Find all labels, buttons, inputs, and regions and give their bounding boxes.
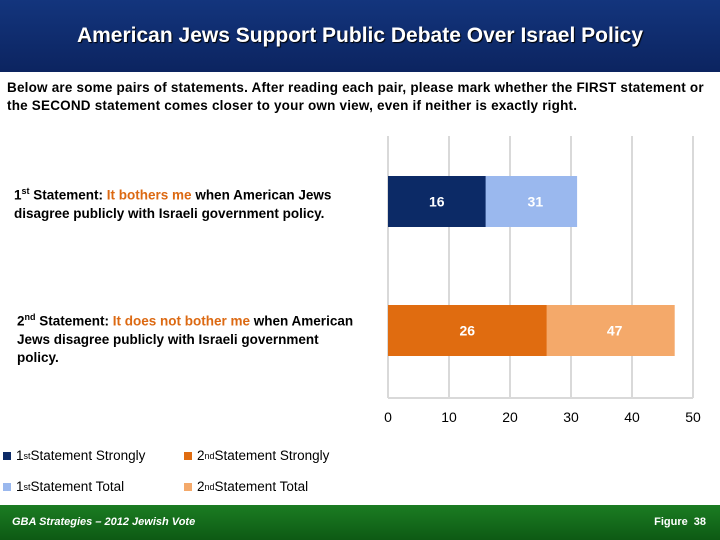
legend-sup: st bbox=[23, 481, 31, 492]
x-tick-label: 50 bbox=[685, 409, 701, 425]
x-tick-label: 40 bbox=[624, 409, 640, 425]
x-tick-label: 30 bbox=[563, 409, 579, 425]
legend-label: Statement Total bbox=[214, 479, 309, 494]
figure-number: Figure 38 bbox=[654, 516, 706, 528]
legend-label: Statement Total bbox=[30, 479, 125, 494]
legend-num: 1 bbox=[16, 479, 24, 494]
legend-swatch bbox=[3, 451, 11, 460]
legend-swatch bbox=[184, 451, 192, 460]
intro-text: Below are some pairs of statements. Afte… bbox=[7, 80, 704, 113]
statement-2-ordinal: 2 bbox=[17, 313, 25, 329]
statement-1-highlight: It bothers me bbox=[106, 187, 192, 203]
legend-sup: nd bbox=[204, 450, 215, 461]
statement-1-ordinal-suffix: st bbox=[21, 186, 30, 196]
x-tick-label: 20 bbox=[502, 409, 518, 425]
legend-sup: nd bbox=[204, 481, 215, 492]
bar-strong bbox=[388, 305, 547, 356]
statement-1-rest: when American Jews disagree publicly wit… bbox=[14, 187, 332, 221]
legend-label: Statement Strongly bbox=[30, 448, 146, 463]
figure-label: Figure bbox=[654, 516, 688, 528]
legend-label: Statement Strongly bbox=[214, 448, 330, 463]
legend-sup: st bbox=[23, 450, 31, 461]
statement-2-ordinal-suffix: nd bbox=[24, 312, 36, 322]
bar-label-strong: 26 bbox=[460, 323, 476, 339]
footer-bar: GBA Strategies – 2012 Jewish Vote Figure… bbox=[0, 505, 720, 540]
legend-num: 1 bbox=[16, 448, 24, 463]
legend-num: 2 bbox=[197, 479, 205, 494]
statement-1: 1st Statement: It bothers me when Americ… bbox=[14, 182, 354, 223]
title-bar: American Jews Support Public Debate Over… bbox=[0, 0, 720, 72]
statement-2-highlight: It does not bother me bbox=[112, 313, 251, 329]
figure-num: 38 bbox=[693, 516, 706, 528]
bar-label-total: 31 bbox=[528, 194, 544, 210]
bar-label-strong: 16 bbox=[429, 194, 445, 210]
legend-swatch bbox=[184, 482, 192, 491]
footer-source: GBA Strategies – 2012 Jewish Vote bbox=[12, 516, 196, 528]
bar-label-total: 47 bbox=[607, 323, 623, 339]
x-tick-label: 10 bbox=[441, 409, 457, 425]
x-tick-label: 0 bbox=[384, 409, 392, 425]
legend-num: 2 bbox=[197, 448, 205, 463]
legend-swatch bbox=[3, 482, 11, 491]
statement-2: 2nd Statement: It does not bother me whe… bbox=[17, 308, 357, 367]
page-title: American Jews Support Public Debate Over… bbox=[76, 24, 644, 47]
statement-1-prefix: Statement: bbox=[29, 187, 107, 203]
statement-1-ordinal: 1 bbox=[14, 187, 22, 203]
bar-chart: 0 10 20 30 40 50 16 31 26 47 bbox=[384, 136, 701, 425]
statement-2-rest: when American Jews disagree publicly wit… bbox=[17, 313, 354, 365]
bar-strong bbox=[388, 176, 486, 227]
statement-2-prefix: Statement: bbox=[35, 313, 113, 329]
